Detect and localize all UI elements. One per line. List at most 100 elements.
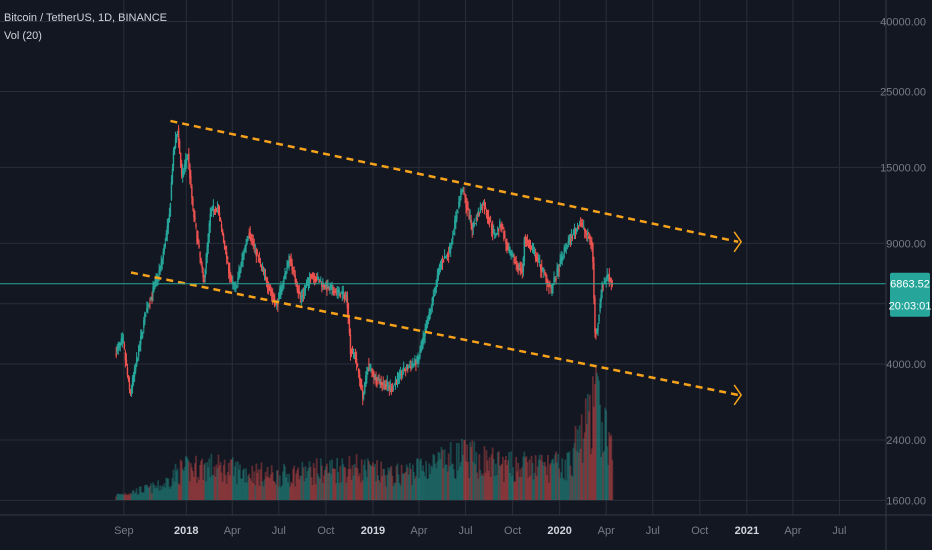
volume-bar [515,456,518,500]
candle-body [531,249,534,251]
candle-body [387,385,390,387]
candle-body [139,345,141,351]
candle-body [398,371,401,378]
volume-bar [336,457,339,500]
volume-bar [194,463,196,500]
volume-bar [277,486,280,500]
candle-body [380,381,382,385]
volume-bar [567,453,570,500]
candle-body [592,244,594,263]
volume-bar [294,486,297,500]
candle-body [468,211,470,220]
volume-bar [348,456,351,500]
trendline-arrow-head[interactable] [733,384,743,406]
volume-bar [153,484,155,500]
volume-bar [507,460,509,500]
volume-bar [495,475,498,500]
volume-bar [553,463,555,500]
volume-bar [440,446,443,500]
volume-bar [260,462,263,500]
trendline[interactable] [130,271,739,397]
candle-body [392,385,395,387]
volume-bar [534,455,537,500]
volume-bar [224,474,227,500]
volume-bar [186,458,189,500]
candle-body [333,290,335,296]
volume-bar [359,482,362,500]
volume-bar [350,479,353,500]
trendline[interactable] [170,119,739,243]
volume-bar [298,479,301,500]
candle-body [183,170,185,174]
volume-bar [256,472,259,500]
candle-body [190,175,192,184]
candle-body [555,278,557,280]
candle-body [570,234,573,239]
candle-body [397,374,400,379]
candle-body [143,320,145,329]
time-axis[interactable]: Sep 2018 Apr Jul Oct 2019 Apr Jul Oct 2020 Apr Jul O… [114,525,846,537]
candle-body [379,380,381,382]
candle-body [590,240,592,245]
candle-body [283,276,285,282]
time-axis-label: Jul [272,525,286,537]
volume-bar [239,464,241,500]
volume-bar [131,490,134,500]
candle-body [606,274,608,279]
candle-body [152,287,154,294]
candle-body [230,274,232,281]
candle-body [252,241,254,245]
volume-bar [429,473,432,500]
volume-bar [555,451,557,500]
time-axis-label: Sep [114,525,134,537]
candle-body [419,350,421,357]
candle-body [381,382,383,386]
candle-body [148,305,150,307]
volume-bar [355,454,358,500]
volume-bar [438,452,441,500]
volume-bar [316,473,319,500]
candle-body [497,227,499,232]
volume-bar [475,452,478,500]
candle-body [235,284,237,287]
candle-body [318,278,320,280]
volume-bar [301,461,304,500]
volume-bar [563,479,566,500]
candle-body [258,258,261,261]
candle-body [568,237,571,243]
candle-body [322,282,324,284]
trendlines[interactable] [130,119,743,406]
volume-bar [588,394,591,500]
volume-bar [327,473,329,500]
candle-body [516,263,518,266]
candle-body [401,372,404,374]
candle-body [295,279,297,287]
candle-body [296,283,298,291]
volume-bar [307,467,310,500]
candle-body [130,388,133,393]
candle-body [609,277,611,281]
volume-bar [499,465,502,500]
volume-bar [203,464,206,500]
volume-bar [533,472,536,500]
symbol-title[interactable]: Bitcoin / TetherUS, 1D, BINANCE [4,12,168,24]
candle-body [323,283,325,288]
volume-indicator-label[interactable]: Vol (20) [4,30,42,42]
candle-body [124,351,127,361]
trendline-arrow-head[interactable] [733,231,743,253]
candle-body [245,243,247,247]
candle-body [431,298,433,306]
current-price-badge[interactable] [890,272,930,317]
candle-body [506,243,508,250]
volume-bar [399,485,402,500]
volume-bar [426,478,429,500]
volume-bar [571,476,574,500]
price-axis[interactable]: 40000.00 25000.00 15000.00 9000.00 4000.00 24… [880,17,931,508]
volume-bar [557,453,560,500]
candle-body [339,293,341,298]
candle-body [133,367,136,377]
volume-bar [599,404,601,500]
volume-bar [490,454,493,500]
volume-bar [253,471,256,500]
